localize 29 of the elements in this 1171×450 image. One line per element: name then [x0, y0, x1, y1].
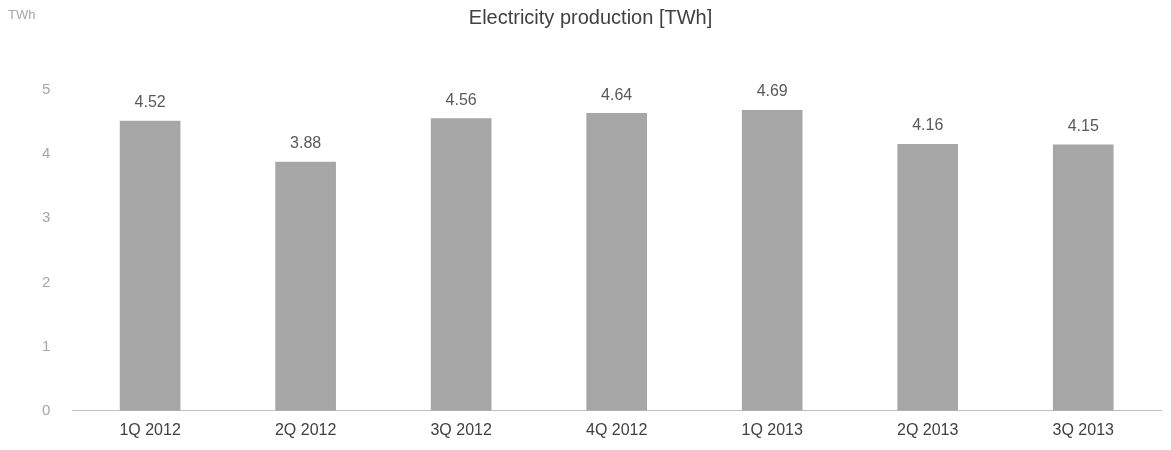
- y-tick-label: 1: [42, 336, 51, 354]
- y-tick-label: 4: [42, 144, 51, 162]
- data-label: 4.52: [134, 93, 166, 111]
- data-label: 3.88: [290, 134, 322, 152]
- chart-title: Electricity production [TWh]: [468, 5, 713, 28]
- bar: [275, 161, 336, 411]
- bar: [119, 120, 181, 411]
- data-label: 4.16: [912, 116, 944, 134]
- y-tick-label: 0: [42, 400, 51, 418]
- x-tick-label: 1Q 2013: [741, 420, 803, 438]
- x-tick-label: 4Q 2012: [585, 420, 648, 438]
- y-tick-label: 3: [42, 208, 51, 226]
- data-label: 4.64: [601, 85, 633, 103]
- x-tick-label: 2Q 2012: [274, 420, 337, 438]
- bar: [586, 113, 647, 411]
- x-tick-label: 3Q 2012: [430, 420, 492, 438]
- bar: [1052, 144, 1114, 411]
- y-axis-title: TWh: [8, 7, 36, 23]
- bar: [741, 109, 803, 411]
- x-tick-label: 2Q 2013: [897, 420, 959, 438]
- bar: [897, 143, 959, 411]
- x-tick-label: 1Q 2012: [119, 420, 181, 438]
- data-label: 4.69: [756, 82, 788, 100]
- y-tick-label: 5: [42, 80, 51, 98]
- y-tick-label: 2: [42, 272, 51, 290]
- data-label: 4.15: [1067, 116, 1099, 134]
- data-label: 4.56: [445, 90, 477, 108]
- bar: [430, 118, 492, 411]
- x-tick-label: 3Q 2013: [1052, 420, 1115, 438]
